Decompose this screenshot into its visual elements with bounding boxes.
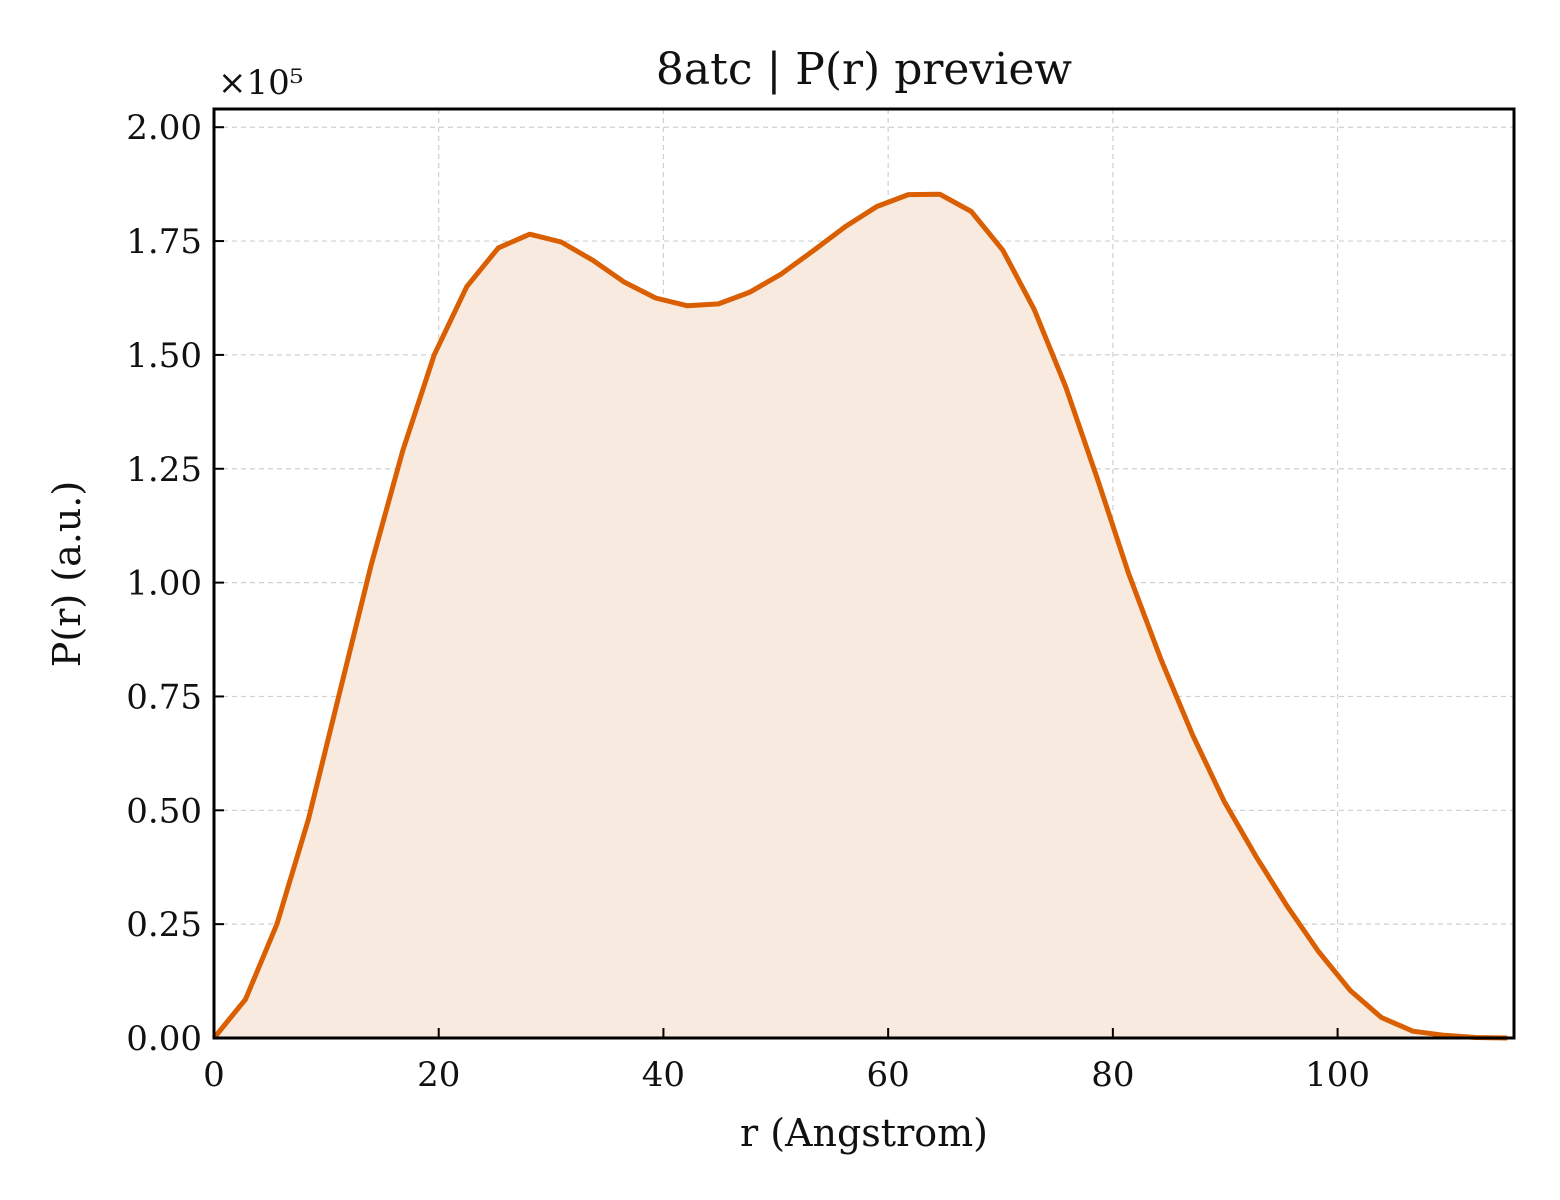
- y-tick-label: 1.25: [126, 450, 202, 490]
- x-tick-label: 20: [417, 1055, 460, 1095]
- x-tick-label: 60: [867, 1055, 910, 1095]
- y-tick-label: 1.50: [126, 336, 202, 376]
- y-tick-label: 0.00: [126, 1019, 202, 1059]
- y-tick-label: 0.50: [126, 791, 202, 831]
- plot-frame: [212, 107, 1516, 1040]
- y-tick-label: 1.00: [126, 564, 202, 604]
- y-axis-tick-labels: 0.00 0.25 0.50 0.75 1.00 1.25 1.50 1.75 2.00: [126, 108, 202, 1059]
- series-line: [212, 191, 1508, 1041]
- x-axis-tick-labels: 0 20 40 60 80 100: [203, 1055, 1370, 1095]
- x-tick-label: 0: [203, 1055, 225, 1095]
- series-area-fill: [214, 194, 1508, 1038]
- chart-title: 8atc | P(r) preview: [656, 44, 1073, 95]
- x-axis-label: r (Angstrom): [740, 1111, 988, 1155]
- x-tick-label: 80: [1091, 1055, 1134, 1095]
- y-tick-label: 0.25: [126, 905, 202, 945]
- x-tick-label: 40: [642, 1055, 685, 1095]
- y-tick-label: 0.75: [126, 677, 202, 717]
- y-axis-label: P(r) (a.u.): [45, 481, 89, 667]
- x-tick-label: 100: [1305, 1055, 1370, 1095]
- y-multiplier-label: ×10⁵: [218, 63, 303, 103]
- y-tick-label: 2.00: [126, 108, 202, 148]
- y-tick-label: 1.75: [126, 222, 202, 262]
